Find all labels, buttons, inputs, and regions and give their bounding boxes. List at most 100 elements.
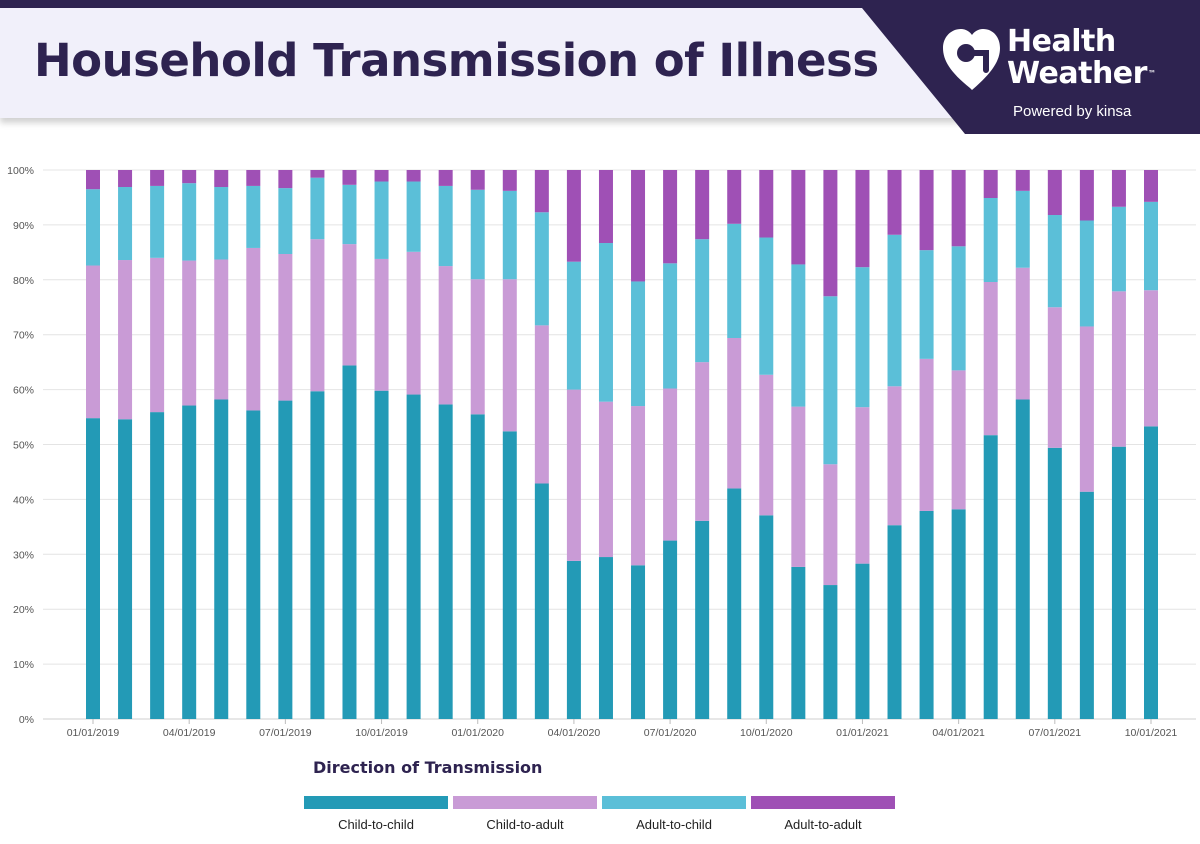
top-stripe — [0, 0, 1200, 8]
bar-segment-child-to-adult — [1111, 291, 1126, 447]
bar-segment-adult-to-adult — [855, 170, 870, 268]
bar-segment-child-to-adult — [631, 406, 646, 566]
bar-segment-adult-to-adult — [406, 170, 421, 182]
bar-segment-adult-to-adult — [823, 170, 838, 297]
bar-segment-child-to-adult — [1015, 267, 1030, 400]
bar-segment-child-to-child — [374, 390, 389, 719]
y-tick-label: 80% — [13, 275, 34, 287]
bar-segment-child-to-child — [598, 557, 613, 719]
x-tick-label: 01/01/2020 — [451, 727, 504, 739]
bar-segment-child-to-adult — [1079, 326, 1094, 492]
bar-segment-adult-to-child — [598, 243, 613, 402]
title-band: Household Transmission of Illness — [0, 8, 1000, 118]
bar-segment-child-to-adult — [470, 279, 485, 415]
bar-segment-adult-to-child — [791, 264, 806, 407]
y-tick-label: 60% — [13, 385, 34, 397]
bar-segment-adult-to-adult — [951, 170, 966, 247]
chart-area: 0% 10% 20% 30% 40% 50% 60% 70% 80% 90% 100% 01/01/2… — [0, 150, 1200, 750]
bar-segment-adult-to-adult — [1111, 170, 1126, 207]
bar-segment-child-to-child — [855, 563, 870, 719]
bar-segment-child-to-adult — [1144, 290, 1158, 427]
x-tick-label: 04/01/2019 — [163, 727, 216, 739]
bar-segment-child-to-child — [342, 365, 357, 719]
bar-segment-child-to-child — [823, 585, 838, 719]
bar-segment-child-to-adult — [502, 279, 517, 432]
bar-segment-adult-to-adult — [150, 170, 165, 186]
x-tick-label: 04/01/2020 — [548, 727, 601, 739]
bar-segment-child-to-adult — [598, 401, 613, 558]
bar-segment-child-to-adult — [438, 266, 453, 405]
bar-segment-adult-to-child — [310, 177, 325, 240]
bar-segment-child-to-child — [86, 418, 100, 719]
bar-segment-child-to-child — [246, 410, 261, 719]
bar-segment-child-to-adult — [663, 388, 678, 541]
x-tick-label: 10/01/2019 — [355, 727, 408, 739]
bar-segment-adult-to-child — [406, 181, 421, 252]
bar-segment-adult-to-adult — [1047, 170, 1062, 216]
bar-segment-adult-to-adult — [919, 170, 934, 251]
brand-name-line1: Health — [1007, 24, 1116, 59]
bar-segment-adult-to-adult — [118, 170, 133, 188]
bar-segment-adult-to-child — [374, 181, 389, 259]
bar-segment-adult-to-adult — [534, 170, 549, 213]
page-title: Household Transmission of Illness — [34, 34, 879, 87]
legend-swatch-child-to-adult — [453, 796, 597, 809]
bar-segment-child-to-adult — [118, 260, 133, 420]
bar-segment-adult-to-adult — [182, 170, 197, 184]
bar-segment-child-to-child — [663, 540, 678, 719]
bar-segment-child-to-adult — [951, 370, 966, 510]
bar-segment-child-to-child — [566, 560, 581, 719]
bar-segment-adult-to-adult — [887, 170, 902, 235]
bar-segment-adult-to-adult — [983, 170, 998, 198]
stacked-bar-chart: 0% 10% 20% 30% 40% 50% 60% 70% 80% 90% 100% 01/01/2… — [7, 165, 1196, 739]
bar-segment-child-to-child — [502, 431, 517, 719]
bar-segment-child-to-child — [727, 488, 742, 719]
bar-segment-adult-to-child — [951, 246, 966, 371]
bar-segment-adult-to-adult — [374, 170, 389, 182]
bar-segment-adult-to-adult — [1079, 170, 1094, 221]
bar-segment-adult-to-child — [983, 197, 998, 282]
legend-swatch-adult-to-adult — [751, 796, 895, 809]
y-tick-label: 90% — [13, 220, 34, 232]
bar-segment-child-to-adult — [759, 374, 774, 516]
bar-segment-child-to-adult — [1047, 307, 1062, 448]
bar-segment-child-to-child — [214, 399, 229, 719]
bar-segment-adult-to-adult — [695, 170, 710, 240]
bar-segment-child-to-child — [1047, 447, 1062, 719]
bar-segment-child-to-child — [1015, 399, 1030, 719]
bar-segment-child-to-child — [1144, 426, 1158, 719]
bar-segment-child-to-adult — [695, 362, 710, 521]
y-tick-label: 20% — [13, 604, 34, 616]
chart-legend: Child-to-child Child-to-adult Adult-to-c… — [304, 796, 904, 836]
bar-segment-adult-to-adult — [727, 170, 742, 224]
bar-segment-adult-to-child — [534, 212, 549, 326]
bar-segment-child-to-adult — [246, 247, 261, 411]
brand-panel: Health Weather™ Powered by kinsa — [0, 0, 1200, 134]
bar-segment-child-to-adult — [566, 389, 581, 561]
bar-segment-adult-to-child — [1015, 190, 1030, 268]
bar-segment-adult-to-child — [278, 188, 293, 254]
bar-segment-adult-to-adult — [246, 170, 261, 186]
brand-tagline: Powered by kinsa — [1013, 103, 1132, 120]
legend-item-adult-to-adult: Adult-to-adult — [751, 796, 895, 832]
bar-segment-adult-to-adult — [566, 170, 581, 262]
bar-segment-adult-to-child — [502, 190, 517, 280]
bar-segment-adult-to-child — [214, 187, 229, 260]
legend-label-child-to-adult: Child-to-adult — [486, 817, 564, 832]
bar-segment-adult-to-adult — [214, 170, 229, 188]
bar-segment-adult-to-child — [759, 237, 774, 375]
y-tick-label: 40% — [13, 494, 34, 506]
bar-segment-child-to-child — [919, 510, 934, 719]
bar-segment-adult-to-child — [919, 250, 934, 359]
bar-segment-adult-to-adult — [342, 170, 357, 185]
x-tick-label: 10/01/2020 — [740, 727, 793, 739]
bar-segment-adult-to-child — [86, 189, 100, 266]
x-tick-label: 07/01/2019 — [259, 727, 312, 739]
x-tick-label: 07/01/2020 — [644, 727, 697, 739]
brand-name-line2: Weather — [1007, 56, 1147, 91]
bar-segment-child-to-child — [887, 525, 902, 719]
bar-segment-child-to-adult — [919, 358, 934, 511]
bar-segment-adult-to-adult — [791, 170, 806, 265]
bar-segment-adult-to-adult — [663, 170, 678, 264]
bar-segment-child-to-adult — [342, 244, 357, 366]
